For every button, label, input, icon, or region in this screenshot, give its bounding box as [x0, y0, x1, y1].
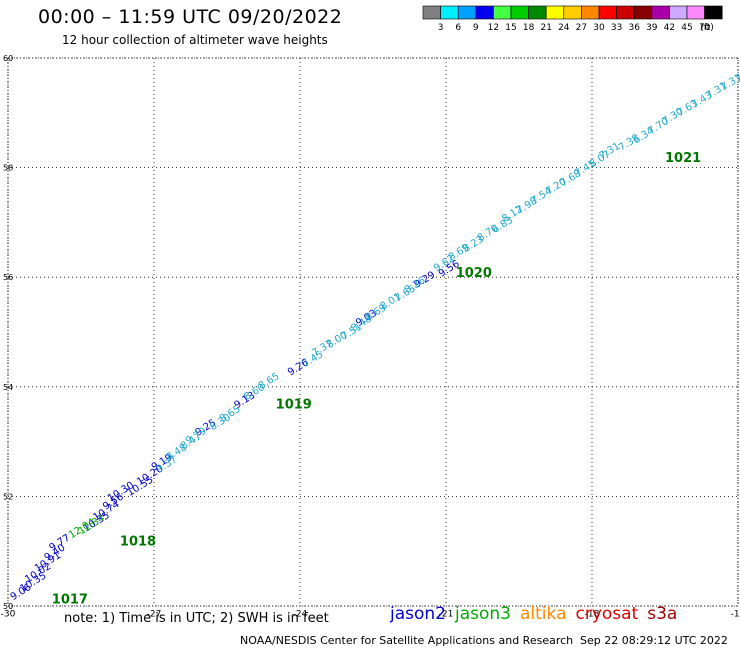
colorbar-unit-label: (ft): [700, 23, 714, 33]
colorbar-tick-label: 70: [699, 23, 711, 33]
satellite-legend: jason2 jason3 altika cryosat s3a: [390, 604, 686, 624]
units-note: note: 1) Time is in UTC; 2) SWH is in fe…: [64, 611, 329, 626]
x-tick-label: -30: [1, 610, 16, 620]
legend-s3a: s3a: [647, 604, 678, 624]
timestamp-text: Sep 22 08:29:12 UTC 2022: [580, 634, 728, 647]
colorbar-tick-label: 3: [438, 23, 444, 33]
colorbar-tick-label: 39: [646, 23, 658, 33]
y-tick-label: 50: [3, 602, 13, 611]
chart-subtitle: 12 hour collection of altimeter wave hei…: [62, 33, 328, 47]
y-tick-label: 58: [3, 164, 13, 173]
x-tick-label: -24: [293, 610, 308, 620]
track-time-marker: 1021: [665, 151, 701, 166]
track-time-marker: 1017: [52, 592, 88, 607]
legend-altika: altika: [520, 604, 567, 624]
legend-jason2: jason2: [390, 604, 446, 624]
y-tick-label: 54: [3, 383, 13, 392]
wave-height-label: 8.65: [257, 371, 282, 392]
track-time-marker: 1018: [120, 535, 156, 550]
colorbar-swatch: [704, 5, 723, 20]
colorbar-tick-label: 6: [455, 23, 461, 33]
legend-jason3: jason3: [455, 604, 511, 624]
colorbar-tick-label: 45: [681, 23, 692, 33]
y-tick-label: 52: [3, 492, 13, 501]
colorbar-tick-label: 15: [505, 23, 516, 33]
wave-height-label: 7.5: [734, 67, 740, 85]
y-tick-label: 56: [3, 273, 13, 282]
colorbar-tick-label: 36: [628, 23, 640, 33]
x-tick-label: -18: [585, 610, 600, 620]
colorbar-tick-label: 42: [664, 23, 675, 33]
colorbar-tick-label: 21: [540, 23, 551, 33]
colorbar-tick-label: 18: [523, 23, 535, 33]
colorbar-tick-label: 12: [488, 23, 499, 33]
colorbar-tick-label: 33: [611, 23, 622, 33]
track-time-marker: 1019: [276, 398, 312, 413]
colorbar-tick-label: 30: [593, 23, 605, 33]
track-time-marker: 1020: [456, 266, 492, 281]
colorbar-legend: 3 6 9 12 15 18 21 24 27 30 33 36 39 42 45 70(ft): [422, 5, 723, 33]
colorbar-tick-label: 24: [558, 23, 570, 33]
colorbar-tick-label: 27: [576, 23, 587, 33]
legend-cryosat: cryosat: [575, 604, 639, 624]
x-tick-label: -27: [147, 610, 162, 620]
colorbar-tick-label: 9: [473, 23, 479, 33]
chart-title: 00:00 – 11:59 UTC 09/20/2022: [38, 6, 343, 28]
x-tick-label: -15: [731, 610, 740, 620]
x-tick-label: -21: [439, 610, 454, 620]
credit-text: NOAA/NESDIS Center for Satellite Applica…: [240, 634, 574, 647]
y-tick-label: 60: [3, 54, 13, 63]
